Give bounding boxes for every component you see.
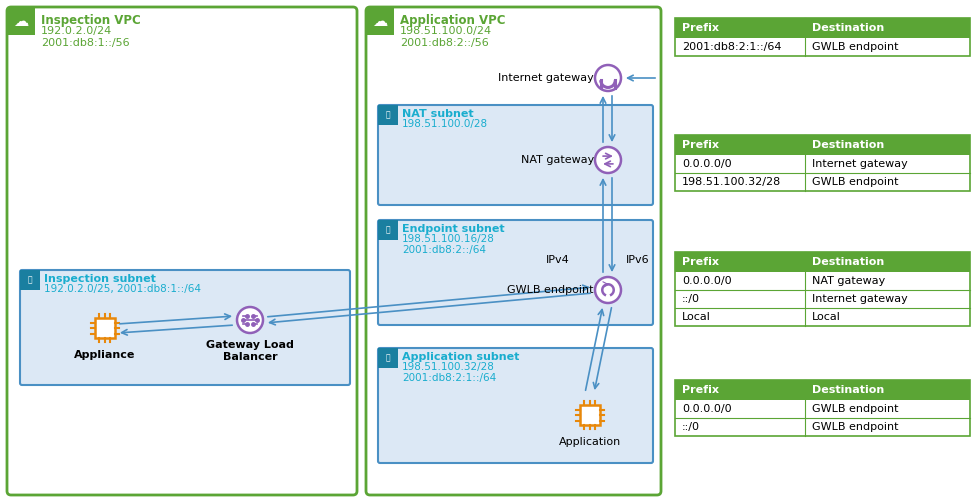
FancyBboxPatch shape	[378, 220, 398, 240]
Text: Gateway Load
Balancer: Gateway Load Balancer	[206, 340, 294, 361]
Text: GWLB endpoint: GWLB endpoint	[507, 285, 594, 295]
Text: Local: Local	[812, 312, 840, 322]
Text: NAT subnet: NAT subnet	[402, 109, 474, 119]
FancyBboxPatch shape	[378, 348, 398, 368]
Circle shape	[237, 307, 263, 333]
Text: ::/0: ::/0	[682, 294, 700, 304]
FancyBboxPatch shape	[580, 405, 600, 425]
FancyBboxPatch shape	[675, 380, 970, 400]
Text: ☁: ☁	[14, 14, 28, 29]
FancyBboxPatch shape	[675, 18, 970, 56]
Text: 198.51.100.0/24: 198.51.100.0/24	[400, 26, 492, 36]
Text: Internet gateway: Internet gateway	[498, 73, 594, 83]
Text: ::/0: ::/0	[682, 422, 700, 432]
FancyBboxPatch shape	[378, 105, 653, 205]
Text: NAT gateway: NAT gateway	[521, 155, 594, 165]
Text: Internet gateway: Internet gateway	[812, 159, 908, 169]
Text: Destination: Destination	[812, 257, 884, 267]
FancyBboxPatch shape	[20, 270, 40, 290]
Text: 0.0.0.0/0: 0.0.0.0/0	[682, 404, 732, 414]
Text: Prefix: Prefix	[682, 385, 719, 395]
Text: 198.51.100.16/28: 198.51.100.16/28	[402, 234, 495, 244]
Text: IPv6: IPv6	[626, 255, 650, 265]
Text: 🔒: 🔒	[386, 110, 391, 119]
Text: Prefix: Prefix	[682, 140, 719, 150]
FancyBboxPatch shape	[675, 135, 970, 191]
Text: Internet gateway: Internet gateway	[812, 294, 908, 304]
Text: GWLB endpoint: GWLB endpoint	[812, 422, 898, 432]
FancyBboxPatch shape	[675, 252, 970, 326]
FancyBboxPatch shape	[7, 7, 357, 495]
Text: Application VPC: Application VPC	[400, 14, 505, 27]
FancyBboxPatch shape	[675, 135, 970, 155]
Text: 2001:db8:2:1::/64: 2001:db8:2:1::/64	[682, 42, 782, 52]
Circle shape	[595, 277, 621, 303]
FancyBboxPatch shape	[366, 7, 394, 35]
FancyBboxPatch shape	[378, 105, 398, 125]
Text: 🔒: 🔒	[386, 353, 391, 362]
Text: Endpoint subnet: Endpoint subnet	[402, 224, 505, 234]
Text: 198.51.100.0/28: 198.51.100.0/28	[402, 119, 488, 129]
Text: Inspection VPC: Inspection VPC	[41, 14, 141, 27]
Text: 192.0.2.0/25, 2001:db8:1::/64: 192.0.2.0/25, 2001:db8:1::/64	[44, 284, 201, 294]
FancyBboxPatch shape	[20, 270, 350, 385]
Text: 🔒: 🔒	[27, 276, 32, 284]
Text: Destination: Destination	[812, 23, 884, 33]
FancyBboxPatch shape	[378, 348, 653, 463]
Text: Local: Local	[682, 312, 711, 322]
Text: ☁: ☁	[372, 14, 388, 29]
Text: 2001:db8:2::/56: 2001:db8:2::/56	[400, 38, 488, 48]
Text: 2001:db8:1::/56: 2001:db8:1::/56	[41, 38, 130, 48]
Text: GWLB endpoint: GWLB endpoint	[812, 404, 898, 414]
Text: Appliance: Appliance	[74, 350, 136, 360]
Text: 2001:db8:2:1::/64: 2001:db8:2:1::/64	[402, 373, 496, 383]
Text: Inspection subnet: Inspection subnet	[44, 274, 156, 284]
FancyBboxPatch shape	[95, 318, 115, 338]
FancyBboxPatch shape	[366, 7, 661, 495]
Circle shape	[595, 147, 621, 173]
FancyBboxPatch shape	[378, 220, 653, 325]
Text: 2001:db8:2::/64: 2001:db8:2::/64	[402, 245, 486, 255]
Text: GWLB endpoint: GWLB endpoint	[812, 177, 898, 187]
Text: IPv4: IPv4	[546, 255, 570, 265]
Text: Prefix: Prefix	[682, 257, 719, 267]
Text: 192.0.2.0/24: 192.0.2.0/24	[41, 26, 112, 36]
Circle shape	[595, 65, 621, 91]
Text: 🔒: 🔒	[386, 225, 391, 234]
FancyBboxPatch shape	[7, 7, 35, 35]
Text: Destination: Destination	[812, 140, 884, 150]
Text: NAT gateway: NAT gateway	[812, 276, 885, 286]
Text: GWLB endpoint: GWLB endpoint	[812, 42, 898, 52]
FancyBboxPatch shape	[675, 380, 970, 436]
Text: Destination: Destination	[812, 385, 884, 395]
Text: Application: Application	[559, 437, 621, 447]
Text: 0.0.0.0/0: 0.0.0.0/0	[682, 276, 732, 286]
Text: 0.0.0.0/0: 0.0.0.0/0	[682, 159, 732, 169]
FancyBboxPatch shape	[675, 18, 970, 38]
Text: Application subnet: Application subnet	[402, 352, 520, 362]
Text: 198.51.100.32/28: 198.51.100.32/28	[402, 362, 495, 372]
FancyBboxPatch shape	[675, 252, 970, 272]
Text: Prefix: Prefix	[682, 23, 719, 33]
Text: 198.51.100.32/28: 198.51.100.32/28	[682, 177, 782, 187]
